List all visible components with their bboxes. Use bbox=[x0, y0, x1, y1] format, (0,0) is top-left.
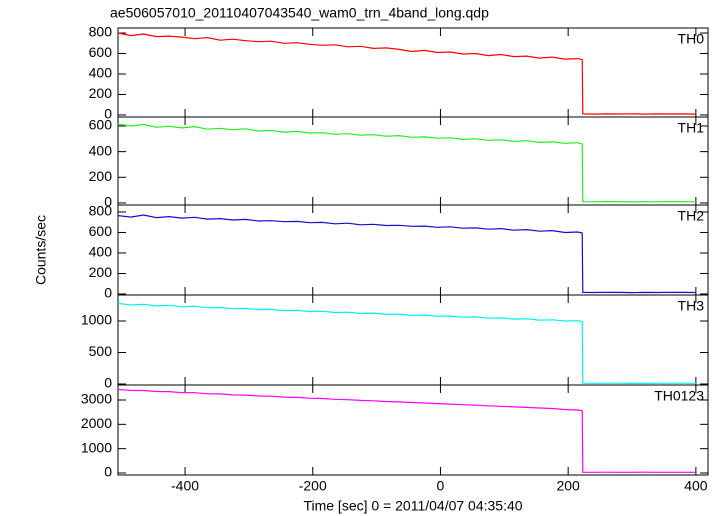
y-tick-label: 600 bbox=[89, 117, 113, 133]
y-tick-label: 800 bbox=[89, 203, 113, 219]
y-tick-label: 600 bbox=[89, 223, 113, 239]
y-tick-label: 500 bbox=[89, 343, 113, 359]
y-tick-label: 3000 bbox=[81, 391, 112, 407]
x-tick-label: -400 bbox=[171, 478, 199, 494]
y-tick-label: 0 bbox=[104, 106, 112, 122]
light-curve bbox=[117, 214, 696, 294]
panel-label: TH3 bbox=[678, 298, 705, 314]
y-tick-label: 200 bbox=[89, 85, 113, 101]
light-curve bbox=[117, 32, 696, 115]
y-axis-label: Counts/sec bbox=[33, 215, 49, 285]
panel-label: TH1 bbox=[678, 120, 705, 136]
y-tick-label: 800 bbox=[89, 24, 113, 40]
y-tick-label: 1000 bbox=[81, 312, 112, 328]
panel-frame bbox=[117, 116, 709, 206]
y-tick-label: 0 bbox=[104, 285, 112, 301]
panel-frame bbox=[117, 294, 709, 386]
x-tick-label: 400 bbox=[684, 478, 708, 494]
panel-frame bbox=[117, 27, 709, 118]
panel-frame bbox=[117, 384, 709, 476]
y-tick-label: 0 bbox=[104, 375, 112, 391]
light-curve bbox=[117, 123, 696, 203]
light-curve bbox=[117, 302, 696, 385]
y-tick-label: 400 bbox=[89, 65, 113, 81]
y-tick-label: 1000 bbox=[81, 439, 112, 455]
x-tick-label: 0 bbox=[437, 478, 445, 494]
y-tick-label: 2000 bbox=[81, 415, 112, 431]
y-tick-label: 600 bbox=[89, 44, 113, 60]
panel-label: TH0 bbox=[678, 31, 705, 47]
y-tick-label: 0 bbox=[104, 194, 112, 210]
chart-title: ae506057010_20110407043540_wam0_trn_4ban… bbox=[110, 5, 489, 21]
y-tick-label: 400 bbox=[89, 142, 113, 158]
y-tick-label: 0 bbox=[104, 464, 112, 480]
y-tick-label: 200 bbox=[89, 264, 113, 280]
y-tick-label: 400 bbox=[89, 244, 113, 260]
panel-label: TH2 bbox=[678, 208, 705, 224]
x-tick-label: 200 bbox=[556, 478, 580, 494]
light-curve bbox=[117, 388, 696, 473]
y-tick-label: 200 bbox=[89, 168, 113, 184]
x-tick-label: -200 bbox=[299, 478, 327, 494]
x-axis-label: Time [sec] 0 = 2011/04/07 04:35:40 bbox=[303, 498, 522, 514]
panel-label: TH0123 bbox=[654, 388, 704, 404]
